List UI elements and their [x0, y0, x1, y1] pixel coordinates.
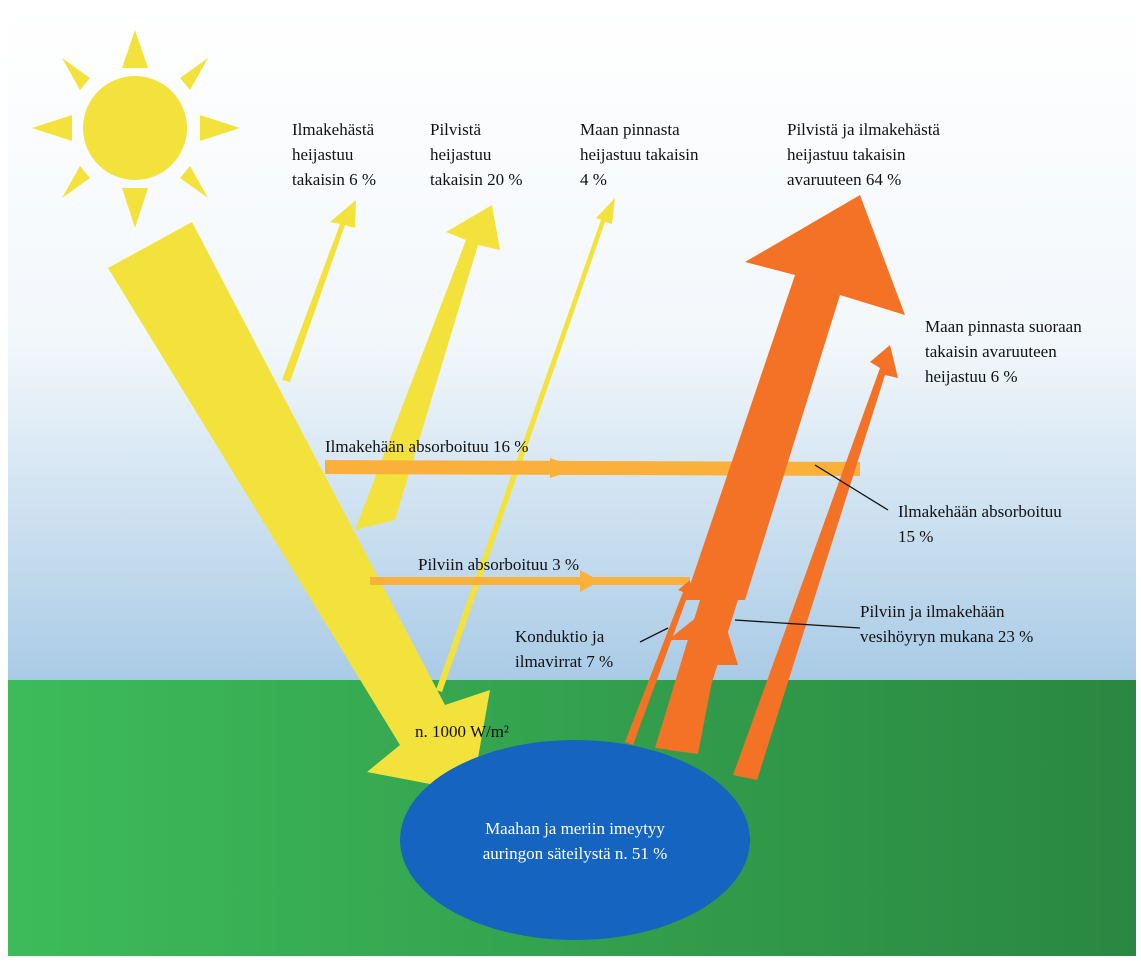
outgoing-arrows — [625, 195, 905, 780]
label-line: takaisin 6 % — [292, 170, 376, 189]
leader-lines — [639, 464, 889, 643]
label-line: Ilmakehästä — [292, 120, 375, 139]
label-line: heijastuu 6 % — [925, 367, 1018, 386]
label-line: Ilmakehään absorboituu — [898, 502, 1062, 521]
label-line: heijastuu — [430, 145, 492, 164]
label-line: auringon säteilystä n. 51 % — [483, 844, 668, 863]
label-line: Pilviin absorboituu 3 % — [418, 555, 579, 574]
label-line: takaisin avaruuteen — [925, 342, 1057, 361]
label-line: heijastuu takaisin — [787, 145, 906, 164]
ground-absorption — [400, 740, 750, 940]
label-line: 4 % — [580, 170, 607, 189]
label-line: takaisin 20 % — [430, 170, 523, 189]
label-line: Pilvistä ja ilmakehästä — [787, 120, 940, 139]
label-line: avaruuteen 64 % — [787, 170, 901, 189]
label-line: Pilvistä — [430, 120, 481, 139]
absorbed-arrows — [325, 458, 860, 592]
label-line: vesihöyryn mukana 23 % — [860, 627, 1033, 646]
label-line: Maan pinnasta suoraan — [925, 317, 1082, 336]
label-line: Maan pinnasta — [580, 120, 680, 139]
label-line: Pilviin ja ilmakehään — [860, 602, 1005, 621]
label-line: Maahan ja meriin imeytyy — [485, 819, 665, 838]
label-line: Ilmakehään absorboituu 16 % — [325, 437, 528, 456]
labels: Ilmakehästä heijastuu takaisin 6 % Pilvistä… — [292, 120, 1082, 863]
sun — [32, 30, 240, 228]
label-line: 15 % — [898, 527, 933, 546]
label-line: heijastuu — [292, 145, 354, 164]
label-line: Konduktio ja — [515, 627, 605, 646]
label-line: n. 1000 W/m² — [415, 722, 509, 741]
label-line: heijastuu takaisin — [580, 145, 699, 164]
incoming-arrows — [108, 198, 615, 792]
label-line: ilmavirrat 7 % — [515, 652, 613, 671]
